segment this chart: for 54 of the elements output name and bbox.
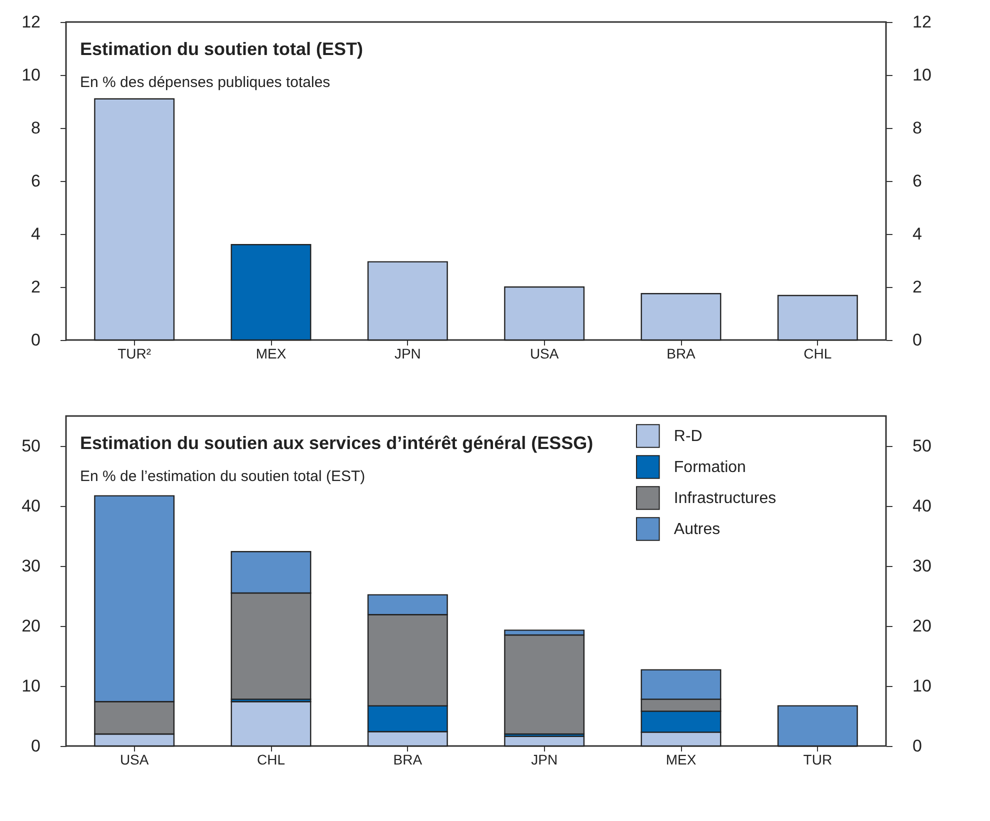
y-tick-label: 2 xyxy=(31,278,40,296)
legend-label: Formation xyxy=(674,459,746,476)
y2-tick-label: 4 xyxy=(912,224,922,244)
bar xyxy=(777,705,858,747)
y2-tick-label: 10 xyxy=(912,676,932,696)
legend-label: Autres xyxy=(674,521,720,538)
bar xyxy=(230,701,312,747)
y-tick-label: 8 xyxy=(31,118,40,138)
y-tick-label: 6 xyxy=(31,172,40,190)
y2-tick-label: 30 xyxy=(912,556,932,576)
bar xyxy=(230,244,312,341)
y-tick-label: 10 xyxy=(22,66,40,84)
y-tick-label: 30 xyxy=(22,556,40,576)
y2-tick-label: 0 xyxy=(912,736,922,756)
x-tick-label: BRA xyxy=(666,346,696,362)
bar xyxy=(504,286,585,341)
y2-tick-label: 8 xyxy=(912,118,922,138)
legend-label: R-D xyxy=(674,428,702,445)
x-tick-label: MEX xyxy=(666,752,697,768)
y2-tick-label: 12 xyxy=(912,12,932,32)
y-tick-label: 12 xyxy=(22,12,40,32)
x-tick-label: JPN xyxy=(531,752,558,768)
y-tick-label: 50 xyxy=(22,436,40,456)
y-tick-label: 40 xyxy=(22,496,40,516)
y2-tick-label: 6 xyxy=(912,172,922,190)
text: En % de l’estimation du soutien total (EST) xyxy=(80,468,366,485)
x-tick-label: USA xyxy=(120,752,150,768)
legend-label: Infrastructures xyxy=(674,490,776,507)
text: Estimation du soutien total (EST) xyxy=(80,39,364,59)
x-tick-label: JPN xyxy=(394,346,421,362)
y2-tick-label: 0 xyxy=(912,330,922,350)
x-tick-label: MEX xyxy=(256,346,287,362)
x-tick-label: CHL xyxy=(256,752,286,768)
bar xyxy=(367,261,448,341)
y2-tick-label: 50 xyxy=(912,436,932,456)
x-tick-label: TUR² xyxy=(118,346,152,362)
y-tick-label: 0 xyxy=(31,736,40,756)
y2-tick-label: 10 xyxy=(912,66,932,84)
y2-tick-label: 40 xyxy=(912,496,932,516)
x-tick-label: BRA xyxy=(393,752,423,768)
y-tick-label: 10 xyxy=(22,676,40,696)
bar xyxy=(94,98,175,341)
text: Estimation du soutien aux services d’intérêt général (ESSG) xyxy=(80,433,594,453)
bar xyxy=(640,293,722,341)
x-tick-label: CHL xyxy=(804,346,832,362)
y2-tick-label: 20 xyxy=(912,616,932,636)
x-tick-label: USA xyxy=(530,346,560,362)
text: En % des dépenses publiques totales xyxy=(80,74,330,91)
y-tick-label: 20 xyxy=(22,616,40,636)
y2-tick-label: 2 xyxy=(912,278,922,296)
x-tick-label: TUR xyxy=(803,752,832,768)
bar xyxy=(777,294,858,341)
y-tick-label: 4 xyxy=(31,224,40,244)
y-tick-label: 0 xyxy=(31,330,40,350)
